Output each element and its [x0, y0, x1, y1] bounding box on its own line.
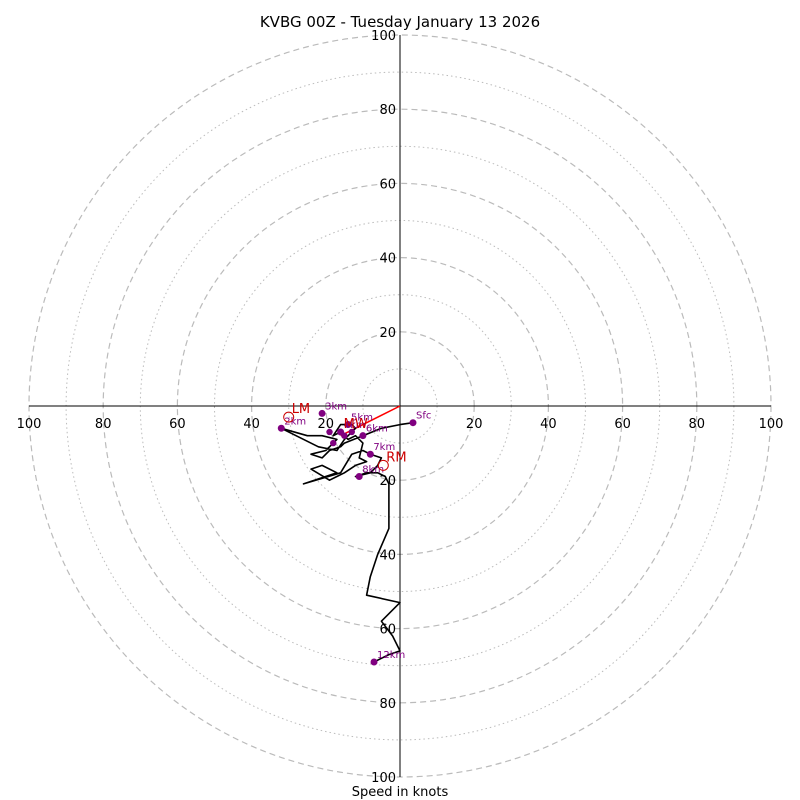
tick-label-top: 40	[379, 252, 396, 267]
tick-label-top: 60	[379, 177, 396, 192]
height-marker-6km	[359, 432, 367, 440]
height-label-6km: 6km	[366, 424, 388, 435]
height-marker-4km	[337, 428, 345, 436]
height-label-3km: 3km	[325, 401, 347, 412]
height-marker	[348, 428, 355, 436]
storm-motion-markers: LM RM MW	[283, 402, 407, 471]
tick-label-top: 80	[379, 103, 396, 118]
tick-label-bottom: 40	[379, 548, 396, 563]
tick-label-right: 20	[466, 417, 483, 432]
height-marker-12km	[370, 658, 378, 666]
tick-label-left: 20	[318, 417, 335, 432]
storm-motion-lm-label: LM	[292, 402, 310, 417]
height-marker-8km	[355, 472, 363, 480]
height-marker-7km	[366, 450, 374, 458]
height-label-sfc: Sfc	[416, 411, 431, 422]
storm-motion-rm-marker	[377, 459, 389, 471]
tick-labels: 100 80 60 40 20 20202040404060606080808010010…	[17, 29, 784, 786]
storm-motion-rm-label: RM	[386, 450, 406, 465]
tick-label-top: 100	[371, 29, 396, 44]
height-marker-sfc	[409, 419, 417, 427]
x-axis-label: Speed in knots	[352, 785, 449, 800]
storm-motion-lm-marker	[283, 411, 295, 423]
height-marker	[326, 428, 333, 436]
tick-label-left: 100	[17, 417, 42, 432]
tick-label-bottom: 100	[371, 771, 396, 786]
chart-title: KVBG 00Z - Tuesday January 13 2026	[260, 13, 540, 31]
height-label-8km: 8km	[362, 464, 384, 475]
height-label-5km: 5km	[351, 413, 373, 424]
tick-label-right: 100	[759, 417, 784, 432]
height-label-7km: 7km	[373, 442, 395, 453]
tick-label-left: 80	[95, 417, 112, 432]
height-marker-5km	[344, 421, 352, 429]
tick-label-right: 40	[540, 417, 557, 432]
height-label-4km: 4km	[344, 420, 366, 431]
height-marker-2km	[277, 424, 285, 432]
height-marker-3km	[318, 409, 326, 417]
tick-label-left: 40	[243, 417, 260, 432]
tick-label-left: 60	[169, 417, 186, 432]
mean-wind-label: MW	[344, 417, 368, 432]
height-label-2km: 2km	[284, 416, 306, 427]
tick-label-bottom: 80	[379, 697, 396, 712]
tick-label-right: 80	[689, 417, 706, 432]
height-marker	[330, 439, 337, 447]
tick-label-top: 20	[379, 326, 396, 341]
tick-label-right: 60	[614, 417, 631, 432]
height-label-12km: 12km	[377, 650, 405, 661]
